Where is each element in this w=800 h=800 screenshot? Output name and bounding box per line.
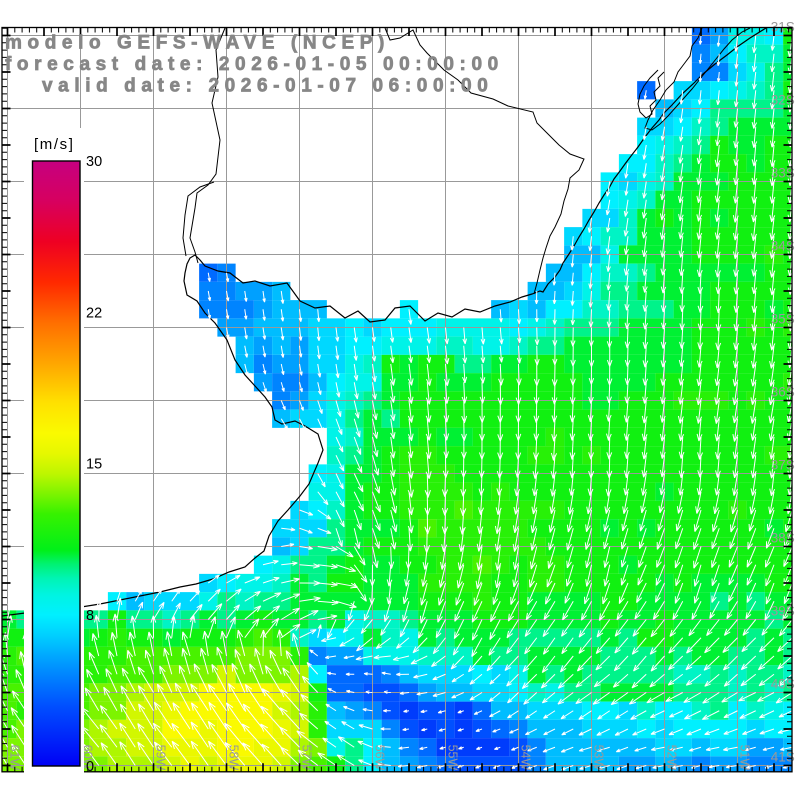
svg-text:8: 8 (86, 608, 94, 624)
svg-text:15: 15 (86, 457, 102, 473)
svg-text:32S: 32S (771, 93, 795, 108)
svg-text:34S: 34S (771, 239, 795, 254)
svg-text:57W: 57W (300, 745, 314, 771)
svg-text:58W: 58W (227, 745, 241, 771)
svg-text:38S: 38S (771, 531, 795, 546)
svg-text:59W: 59W (154, 745, 168, 771)
svg-text:0: 0 (86, 759, 94, 775)
svg-text:61W: 61W (8, 745, 22, 771)
svg-text:53W: 53W (592, 745, 606, 771)
svg-text:51W: 51W (738, 745, 752, 771)
svg-text:valid date: 2026-01-07 06:00:0: valid date: 2026-01-07 06:00:00 (42, 76, 493, 97)
svg-text:22: 22 (86, 305, 102, 321)
svg-text:forecast date: 2026-01-05 00:0: forecast date: 2026-01-05 00:00:00 (5, 54, 504, 75)
svg-text:33S: 33S (771, 166, 795, 181)
svg-text:54W: 54W (519, 745, 533, 771)
svg-text:55W: 55W (446, 745, 460, 771)
svg-text:40S: 40S (771, 677, 795, 692)
svg-text:[m/s]: [m/s] (34, 136, 75, 153)
svg-text:41S: 41S (771, 750, 795, 765)
svg-text:37S: 37S (771, 458, 795, 473)
svg-text:36S: 36S (771, 385, 795, 400)
svg-text:56W: 56W (373, 745, 387, 771)
svg-text:35S: 35S (771, 312, 795, 327)
svg-text:modelo GEFS-WAVE (NCEP): modelo GEFS-WAVE (NCEP) (5, 33, 390, 54)
svg-text:30: 30 (86, 154, 102, 170)
svg-text:52W: 52W (665, 745, 679, 771)
svg-text:39S: 39S (771, 604, 795, 619)
